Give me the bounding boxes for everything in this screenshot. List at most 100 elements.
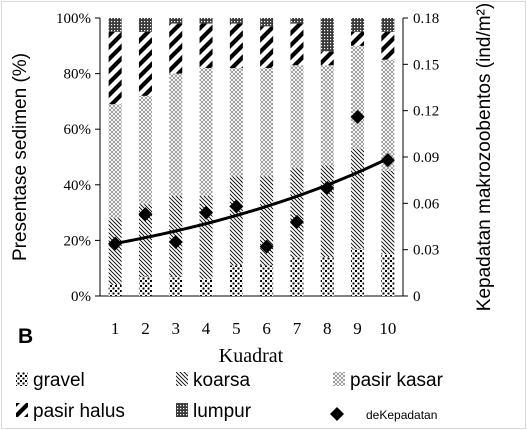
y-right-tick-label: 0.18 <box>413 11 439 27</box>
y-right-tick-label: 0.06 <box>413 196 440 212</box>
bar-segment-lumpur <box>260 18 274 27</box>
bar-segment-kasar <box>199 68 213 196</box>
bar-segment-halus <box>199 23 213 69</box>
x-axis-title: Kuadrat <box>219 345 284 367</box>
legend-swatch-gravel <box>16 372 28 386</box>
bar-segment-gravel <box>169 276 183 296</box>
bar-segment-lumpur <box>381 18 395 32</box>
trendline <box>114 157 389 245</box>
bar-segment-gravel <box>320 257 334 296</box>
y-right-tick-label: 0.09 <box>413 150 439 166</box>
bar-segment-kasar <box>229 68 243 177</box>
bar-segment-gravel <box>138 276 152 296</box>
y-left-tick-label: 40% <box>64 178 92 194</box>
bar-segment-kasar <box>169 73 183 196</box>
bar-segment-gravel <box>381 254 395 296</box>
density-point <box>199 205 214 220</box>
bar-segment-kasar <box>290 65 304 169</box>
bar-segment-koarsa <box>229 176 243 266</box>
overlay <box>108 109 395 254</box>
density-point <box>259 239 274 254</box>
density-point <box>289 214 304 229</box>
x-tick-label: 8 <box>323 319 332 338</box>
y-left-axis-title: Presentase sedimen (%) <box>10 53 31 261</box>
bar-segment-gravel <box>229 265 243 296</box>
bar-segment-lumpur <box>229 18 243 24</box>
bar-segment-koarsa <box>138 204 152 277</box>
bar-segment-lumpur <box>199 18 213 24</box>
bar-segment-halus <box>290 23 304 66</box>
density-point <box>138 207 153 222</box>
bar-segment-kasar <box>138 95 152 205</box>
bar-segment-halus <box>108 31 122 105</box>
bar-segment-gravel <box>260 265 274 296</box>
bar-segment-lumpur <box>290 18 304 24</box>
y-right-tick-label: 0.03 <box>413 243 439 259</box>
legend-marker-density <box>330 407 344 421</box>
density-point <box>380 153 395 168</box>
bar-segment-koarsa <box>108 218 122 285</box>
bar-segment-koarsa <box>199 195 213 280</box>
legend-swatch-lumpur <box>176 403 188 417</box>
bar-segment-lumpur <box>138 18 152 32</box>
legend-swatch-halus <box>16 403 28 417</box>
panel-label: B <box>18 325 33 348</box>
bar-segment-kasar <box>108 104 122 219</box>
bar-segment-lumpur <box>320 18 334 52</box>
density-point <box>229 199 244 214</box>
y-left-tick-label: 60% <box>64 122 92 138</box>
x-tick-label: 6 <box>262 319 271 338</box>
bar-segment-lumpur <box>169 18 183 24</box>
bar-segment-halus <box>260 26 274 69</box>
legend-swatch-koarsa <box>176 372 188 386</box>
y-right-tick-label: 0.15 <box>413 57 439 73</box>
x-tick-label: 5 <box>232 319 241 338</box>
bar-segment-lumpur <box>351 18 365 32</box>
bar-segment-lumpur <box>108 18 122 32</box>
y-left-tick-label: 20% <box>64 233 92 249</box>
bar-segment-kasar <box>351 45 365 149</box>
x-tick-label: 10 <box>379 319 396 338</box>
x-tick-label: 2 <box>141 319 150 338</box>
legend-label-gravel: gravel <box>33 370 85 391</box>
bar-segment-halus <box>138 31 152 96</box>
x-tick-label: 9 <box>353 319 362 338</box>
bar-segment-gravel <box>199 279 213 296</box>
density-point <box>168 234 183 249</box>
legend-label-density: deKepadatan <box>366 408 437 422</box>
bar-segment-koarsa <box>351 148 365 249</box>
density-point <box>108 236 123 251</box>
bar-segment-gravel <box>351 248 365 296</box>
bar-segment-halus <box>169 23 183 74</box>
legend: gravel koarsa pasir kasar pasir halus lumpur… <box>16 370 444 422</box>
density-point <box>320 180 335 195</box>
x-tick-label: 1 <box>111 319 120 338</box>
bar-segment-halus <box>351 31 365 46</box>
bar-segment-koarsa <box>381 170 395 255</box>
labels: 0% 20% 40% 60% 80% 100% 0 0.03 0.06 0.09 0.12 0.15 0… <box>10 3 495 367</box>
bar-segment-halus <box>320 51 334 66</box>
y-right-tick-label: 0.12 <box>413 104 439 120</box>
bar-segment-koarsa <box>290 168 304 258</box>
bar-segment-kasar <box>320 65 334 166</box>
legend-label-lumpur: lumpur <box>193 401 252 422</box>
x-tick-label: 4 <box>202 319 211 338</box>
legend-swatch-kasar <box>333 372 345 386</box>
bar-segment-gravel <box>108 284 122 296</box>
density-point <box>350 109 365 124</box>
y-right-tick-label: 0 <box>413 289 421 305</box>
bar-segment-kasar <box>381 59 395 171</box>
y-right-axis-title: Kepadatan makrozoobentos (ind/m²) <box>474 3 495 311</box>
x-tick-label: 3 <box>172 319 181 338</box>
x-tick-label: 7 <box>293 319 302 338</box>
bar-segment-halus <box>229 23 243 69</box>
bar-segment-gravel <box>290 257 304 296</box>
legend-label-halus: pasir halus <box>33 401 125 422</box>
bar-segment-kasar <box>260 68 274 177</box>
legend-label-kasar: pasir kasar <box>350 370 444 391</box>
bar-segment-halus <box>381 31 395 60</box>
y-left-tick-label: 100% <box>56 11 91 27</box>
y-left-tick-label: 80% <box>64 67 92 83</box>
bars <box>108 18 395 296</box>
